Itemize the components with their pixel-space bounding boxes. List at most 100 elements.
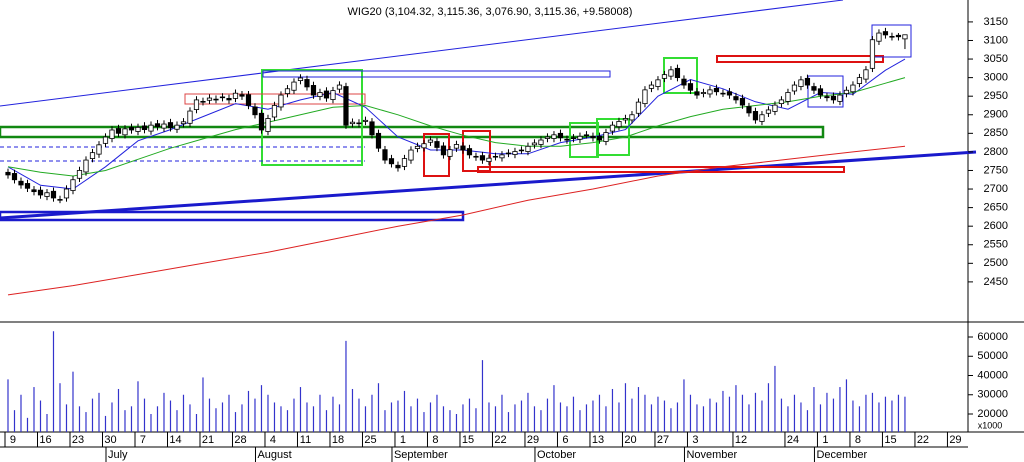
- candle-body: [291, 81, 297, 91]
- candle-body: [96, 144, 102, 155]
- candle-body: [486, 157, 492, 162]
- candle-body: [89, 152, 96, 159]
- candle-body: [609, 124, 616, 132]
- x-tick-label: 12: [735, 434, 747, 446]
- candle-body: [590, 135, 596, 139]
- candle-body: [265, 118, 271, 132]
- candle-body: [772, 104, 778, 112]
- month-label: August: [257, 449, 291, 461]
- candle-body: [837, 94, 843, 102]
- y-tick-label: 20000: [977, 408, 1008, 420]
- candle-body: [440, 145, 447, 156]
- y-tick-label: 3100: [984, 34, 1008, 46]
- candle-body: [850, 84, 856, 93]
- y-tick-label: 2500: [984, 257, 1008, 269]
- candle-body: [278, 94, 284, 108]
- candle-body: [356, 122, 362, 125]
- y-tick-label: 50000: [977, 350, 1008, 362]
- candle-body: [369, 121, 375, 136]
- candle-body: [817, 88, 824, 96]
- candle-body: [674, 67, 681, 79]
- x-tick-label: 1: [400, 434, 406, 446]
- candle-body: [382, 149, 388, 161]
- x-tick-label: 29: [527, 434, 539, 446]
- candle-body: [570, 137, 577, 139]
- y-tick-label: 2700: [984, 183, 1008, 195]
- candle-body: [655, 79, 661, 87]
- candle-body: [362, 119, 369, 122]
- chart-title: WIG20 (3,104.32, 3,115.36, 3,076.90, 3,1…: [348, 6, 633, 18]
- y-tick-label: 3000: [984, 72, 1008, 84]
- candle-body: [232, 92, 239, 99]
- candle-body: [661, 74, 668, 79]
- x-tick-label: 1: [822, 434, 828, 446]
- range-box: [716, 55, 884, 63]
- x-tick-label: 3: [692, 434, 698, 446]
- candle-body: [83, 159, 89, 173]
- candle-body: [401, 158, 408, 167]
- candle-body: [219, 96, 226, 99]
- candle-body: [375, 132, 382, 149]
- y-tick-label: 2650: [984, 202, 1008, 214]
- candle-body: [648, 84, 655, 89]
- candle-body: [24, 183, 31, 189]
- x-tick-label: 16: [39, 434, 51, 446]
- range-box: [477, 166, 845, 173]
- y-tick-label: 2900: [984, 109, 1008, 121]
- y-tick-label: 3050: [984, 53, 1008, 65]
- candle-body: [681, 78, 687, 86]
- candle-body: [538, 139, 544, 145]
- y-tick-label: 2600: [984, 220, 1008, 232]
- candle-body: [206, 97, 213, 101]
- candle-body: [830, 95, 837, 101]
- x-tick-label: 15: [884, 434, 896, 446]
- x-tick-label: 4: [270, 434, 276, 446]
- candle-body: [245, 94, 252, 106]
- candle-body: [37, 189, 44, 196]
- candle-body: [252, 106, 258, 116]
- candle-body: [882, 31, 889, 36]
- x-tick-label: 22: [917, 434, 929, 446]
- x-tick-label: 8: [432, 434, 438, 446]
- candle-body: [388, 158, 395, 165]
- candle-body: [629, 114, 635, 121]
- x-tick-label: 28: [234, 434, 246, 446]
- candle-body: [310, 85, 317, 96]
- candle-body: [31, 189, 37, 193]
- candle-body: [843, 89, 850, 94]
- candle-body: [824, 96, 830, 99]
- candle-body: [635, 101, 642, 114]
- candle-body: [408, 149, 414, 161]
- candle-body: [505, 152, 512, 155]
- candle-body: [128, 126, 135, 131]
- candle-body: [187, 110, 193, 124]
- x-tick-label: 21: [202, 434, 214, 446]
- candle-body: [603, 132, 609, 142]
- candle-body: [642, 89, 648, 105]
- candle-body: [778, 99, 785, 105]
- candle-body: [713, 87, 720, 93]
- moving-average: [7, 145, 906, 296]
- x-tick-label: 25: [364, 434, 376, 446]
- candle-body: [804, 77, 811, 86]
- candle-body: [512, 151, 518, 155]
- trend-line: [0, 0, 844, 107]
- candle-body: [551, 134, 557, 139]
- candle-body: [427, 139, 434, 143]
- candle-body: [414, 145, 421, 149]
- x-tick-label: 30: [104, 434, 116, 446]
- candle-body: [466, 148, 473, 156]
- candle-body: [531, 142, 538, 146]
- candle-body: [11, 173, 18, 181]
- moving-average: [7, 77, 906, 177]
- candle-body: [596, 135, 603, 141]
- y-tick-label: 2750: [984, 164, 1008, 176]
- month-label: December: [816, 449, 867, 461]
- candle-body: [739, 98, 746, 106]
- candle-body: [70, 179, 76, 191]
- candle-body: [148, 124, 154, 132]
- candle-body: [746, 106, 752, 114]
- trend-line: [0, 150, 977, 220]
